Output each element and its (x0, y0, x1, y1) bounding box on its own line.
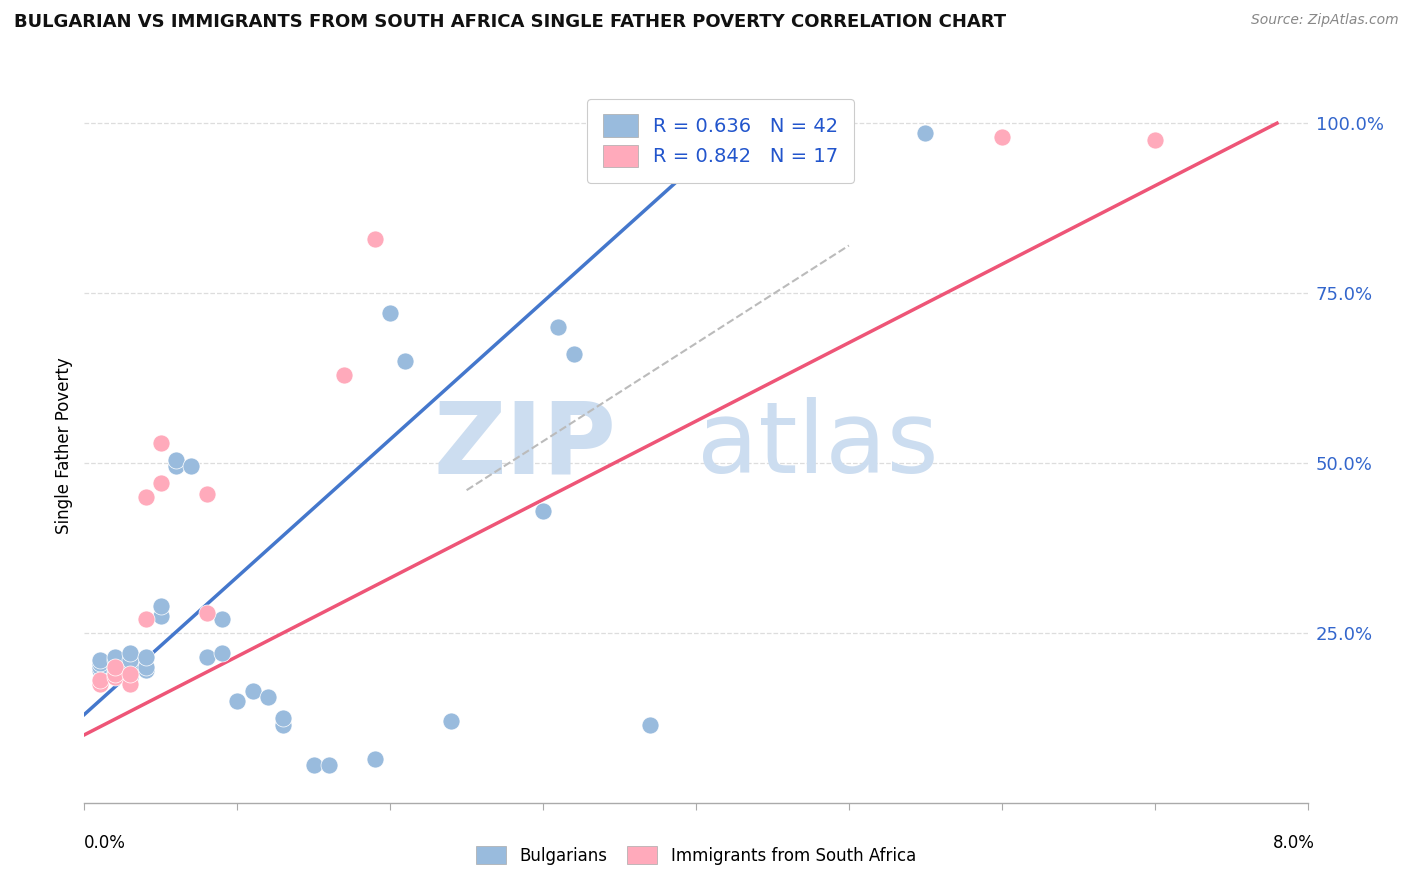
Point (211, 646, 233, 660)
Point (180, 459, 202, 474)
Point (89, 657, 111, 671)
Point (271, 711, 294, 725)
Point (120, 646, 142, 660)
Point (654, 129, 676, 144)
Point (149, 476, 172, 491)
Point (364, 232, 387, 246)
Text: 8.0%: 8.0% (1272, 834, 1315, 852)
Point (195, 649, 218, 664)
Point (211, 612, 233, 626)
Point (333, 368, 356, 382)
Point (364, 751, 387, 765)
Point (135, 612, 157, 626)
Point (135, 490, 157, 504)
Point (531, 503, 554, 517)
Point (257, 690, 280, 705)
Text: atlas: atlas (697, 398, 939, 494)
Point (135, 663, 157, 677)
Point (120, 660, 142, 674)
Point (89, 653, 111, 667)
Point (991, 129, 1014, 144)
Point (104, 663, 127, 677)
Text: Source: ZipAtlas.com: Source: ZipAtlas.com (1251, 13, 1399, 28)
Point (104, 649, 127, 664)
Point (120, 653, 142, 667)
Point (914, 127, 936, 141)
Point (89, 673, 111, 688)
Point (135, 649, 157, 664)
Point (104, 660, 127, 674)
Point (669, 127, 692, 141)
Point (135, 660, 157, 674)
Point (1143, 133, 1166, 147)
Text: BULGARIAN VS IMMIGRANTS FROM SOUTH AFRICA SINGLE FATHER POVERTY CORRELATION CHAR: BULGARIAN VS IMMIGRANTS FROM SOUTH AFRIC… (14, 13, 1007, 31)
Point (195, 486, 218, 500)
Point (302, 758, 325, 772)
Point (394, 354, 416, 368)
Point (149, 599, 172, 613)
Point (226, 694, 249, 708)
Point (104, 660, 127, 674)
Point (120, 670, 142, 684)
Point (104, 666, 127, 681)
Point (120, 666, 142, 681)
Point (318, 758, 340, 772)
Point (547, 320, 569, 334)
Point (89, 677, 111, 691)
Point (104, 666, 127, 681)
Point (440, 714, 463, 729)
Text: ZIP: ZIP (433, 398, 616, 494)
Point (149, 608, 172, 623)
Point (638, 717, 661, 731)
Point (242, 683, 264, 698)
Point (149, 435, 172, 450)
Point (104, 653, 127, 667)
Legend: Bulgarians, Immigrants from South Africa: Bulgarians, Immigrants from South Africa (468, 838, 924, 873)
Y-axis label: Single Father Poverty: Single Father Poverty (55, 358, 73, 534)
Point (562, 347, 585, 361)
Point (165, 459, 187, 474)
Point (89, 660, 111, 674)
Point (89, 663, 111, 677)
Point (104, 670, 127, 684)
Point (120, 677, 142, 691)
Point (380, 306, 402, 320)
Point (271, 717, 294, 731)
Point (165, 452, 187, 467)
Text: 0.0%: 0.0% (84, 834, 127, 852)
Point (195, 606, 218, 620)
